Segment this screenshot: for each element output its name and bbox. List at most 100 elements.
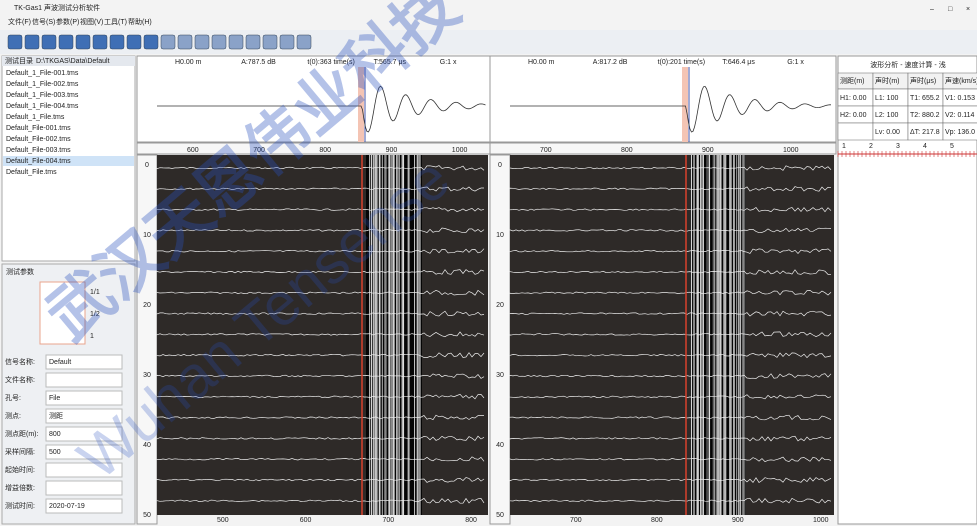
param-input[interactable] (45, 354, 123, 370)
trace (156, 331, 485, 338)
trace (509, 435, 832, 442)
gain-box (39, 281, 86, 345)
toolbar-button[interactable] (262, 34, 278, 50)
ruler-label: 800 (319, 147, 331, 154)
param-input[interactable] (45, 498, 123, 514)
file-item[interactable]: Default_1_File.tms (6, 114, 65, 121)
trace (156, 414, 485, 421)
file-item[interactable]: Default_File-002.tms (6, 136, 71, 143)
toolbar-button[interactable] (228, 34, 244, 50)
param-label: 采样间隔: (5, 447, 35, 456)
file-item[interactable]: Default_File-004.tms (6, 158, 71, 165)
param-input[interactable] (45, 444, 123, 460)
panel-header: t(0):363 time(s) (307, 59, 354, 66)
trace (509, 352, 832, 359)
param-value: 2020-07-19 (49, 503, 85, 510)
depth-label: 40 (143, 442, 151, 449)
file-item[interactable]: Default_1_File-004.tms (6, 103, 79, 110)
file-item[interactable]: Default_File-001.tms (6, 125, 71, 132)
param-label: 测点: (5, 412, 21, 420)
param-label: 测点距(m): (5, 430, 38, 438)
toolbar-button[interactable] (58, 34, 74, 50)
ruler-label: 800 (621, 147, 633, 154)
menu-item[interactable]: 帮助(H) (128, 17, 152, 26)
depth-label: 20 (143, 302, 151, 309)
menu-item[interactable]: 文件(F) (8, 17, 31, 26)
menu-item[interactable]: 参数(P) (56, 17, 79, 26)
window-control[interactable]: × (966, 6, 970, 13)
param-value: 测距 (49, 412, 63, 420)
window-control[interactable]: – (930, 6, 934, 13)
gain-label: 1/2 (90, 311, 100, 318)
menu-item[interactable]: 工具(T) (104, 18, 127, 26)
toolbar-button[interactable] (143, 34, 159, 50)
table-value: V2: 0.114 (945, 112, 975, 119)
toolbar-button[interactable] (245, 34, 261, 50)
toolbar-button[interactable] (75, 34, 91, 50)
depth-label: 10 (496, 232, 504, 239)
file-item[interactable]: Default_1_File-003.tms (6, 92, 79, 99)
trace (156, 310, 485, 317)
param-input[interactable] (45, 390, 123, 406)
menu-item[interactable]: 视图(V) (80, 17, 103, 26)
trace (509, 165, 832, 171)
table-value: T2: 880.2 (910, 112, 940, 119)
toolbar-button[interactable] (24, 34, 40, 50)
param-label: 增益倍数: (5, 483, 35, 492)
toolbar-button[interactable] (296, 34, 312, 50)
trace (156, 393, 485, 400)
file-item[interactable]: Default_File.tms (6, 169, 57, 176)
bottom-label: 800 (651, 517, 663, 524)
toolbar-button[interactable] (194, 34, 210, 50)
ruler-label: 700 (253, 147, 265, 154)
trace (509, 310, 832, 317)
param-input[interactable] (45, 462, 123, 478)
ruler-label: 1000 (783, 147, 799, 154)
depth-label: 50 (496, 512, 504, 519)
toolbar-button[interactable] (109, 34, 125, 50)
ruler-label: 900 (386, 147, 398, 154)
table-value: H1: 0.00 (840, 95, 867, 102)
file-item[interactable]: Default_File-003.tms (6, 147, 71, 154)
ruler-label: 900 (702, 147, 714, 154)
trace (156, 248, 485, 254)
window-control[interactable]: □ (948, 6, 953, 13)
scale-label: 4 (923, 143, 927, 150)
toolbar-button[interactable] (211, 34, 227, 50)
file-item[interactable]: Default_1_File-002.tms (6, 81, 79, 88)
top-waveform (157, 85, 486, 133)
toolbar-button[interactable] (279, 34, 295, 50)
trace (509, 186, 832, 192)
param-label: 测试时间: (5, 501, 35, 510)
toolbar-button[interactable] (177, 34, 193, 50)
trace (509, 207, 832, 213)
panel-header: A:817.2 dB (593, 59, 628, 66)
table-value: ΔT: 217.8 (910, 129, 940, 136)
table-header: 声时(μs) (910, 76, 936, 85)
toolbar-button[interactable] (41, 34, 57, 50)
toolbar-button[interactable] (92, 34, 108, 50)
toolbar-button[interactable] (126, 34, 142, 50)
panel-header: A:787.5 dB (241, 59, 276, 66)
ruler-label: 700 (540, 147, 552, 154)
depth-label: 20 (496, 302, 504, 309)
param-input[interactable] (45, 372, 123, 388)
file-item[interactable]: Default_1_File-001.tms (6, 70, 79, 77)
panel-header: G:1 x (787, 59, 804, 66)
param-input[interactable] (45, 408, 123, 424)
panel-header: H0.00 m (528, 59, 555, 66)
result-title: 波形分析 - 速度计算 - 浅 (870, 60, 945, 69)
scale-label: 5 (950, 143, 954, 150)
param-input[interactable] (45, 426, 123, 442)
ruler-label: 1000 (452, 147, 468, 154)
toolbar-button[interactable] (7, 34, 23, 50)
table-header: 声速(km/s) (945, 76, 977, 85)
trace-area (157, 155, 488, 515)
param-label: 孔号: (5, 394, 21, 402)
bottom-label: 1000 (813, 517, 829, 524)
toolbar-button[interactable] (160, 34, 176, 50)
bottom-label: 600 (300, 517, 312, 524)
menu-item[interactable]: 信号(S) (32, 17, 55, 26)
param-input[interactable] (45, 480, 123, 496)
cursor-band (358, 67, 364, 142)
